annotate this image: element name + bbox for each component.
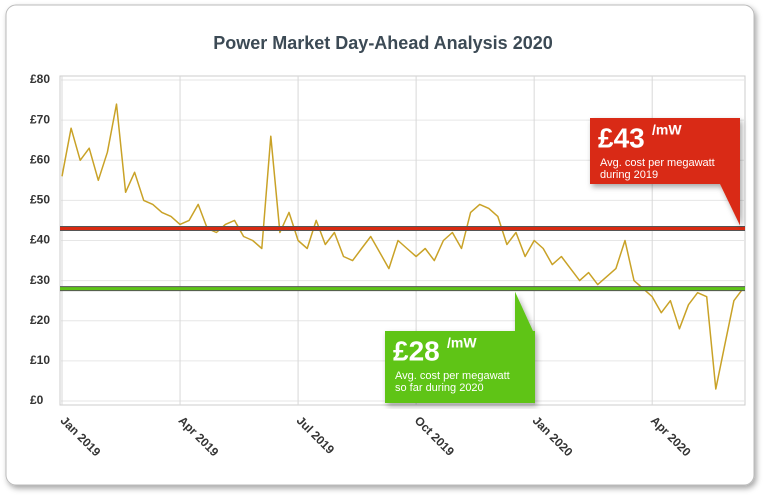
callout-value: £43 bbox=[598, 122, 645, 153]
y-tick-label: £50 bbox=[30, 193, 50, 207]
y-tick-label: £70 bbox=[30, 112, 50, 126]
price-line bbox=[61, 103, 744, 390]
callout-value: £28 bbox=[393, 335, 440, 366]
annotation-callout bbox=[385, 291, 535, 403]
callout-text: so far during 2020 bbox=[395, 382, 484, 394]
y-tick-label: £30 bbox=[30, 273, 50, 287]
y-tick-label: £20 bbox=[30, 313, 50, 327]
callout-unit: /mW bbox=[447, 335, 477, 351]
y-tick-label: £80 bbox=[30, 72, 50, 86]
callout-text: Avg. cost per megawatt bbox=[395, 370, 510, 382]
y-tick-label: £0 bbox=[30, 393, 44, 407]
callout-text: Avg. cost per megawatt bbox=[600, 157, 715, 169]
callout-tail bbox=[720, 184, 740, 226]
chart-frame bbox=[5, 4, 755, 486]
callout-box bbox=[385, 331, 535, 403]
chart-title: Power Market Day-Ahead Analysis 2020 bbox=[213, 33, 553, 53]
y-tick-label: £60 bbox=[30, 152, 50, 166]
annotation-callout bbox=[590, 118, 740, 226]
callout-unit: /mW bbox=[652, 122, 682, 138]
callout-tail bbox=[515, 291, 533, 331]
callout-box bbox=[590, 118, 740, 184]
y-tick-label: £10 bbox=[30, 353, 50, 367]
callout-text: during 2019 bbox=[600, 169, 658, 181]
y-tick-label: £40 bbox=[30, 233, 50, 247]
